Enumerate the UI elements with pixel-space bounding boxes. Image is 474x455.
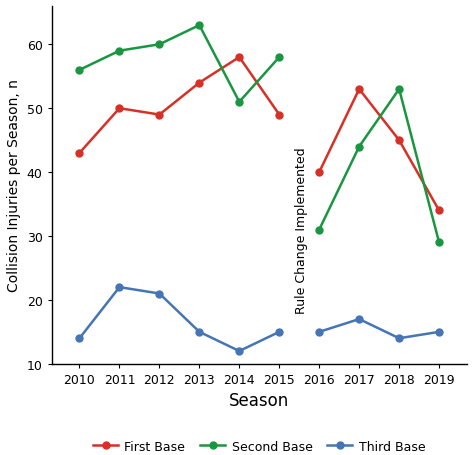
X-axis label: Season: Season (229, 391, 290, 410)
Y-axis label: Collision Injuries per Season, n: Collision Injuries per Season, n (7, 79, 21, 292)
Text: Rule Change Implemented: Rule Change Implemented (295, 147, 308, 313)
Legend: First Base, Second Base, Third Base: First Base, Second Base, Third Base (88, 435, 430, 455)
